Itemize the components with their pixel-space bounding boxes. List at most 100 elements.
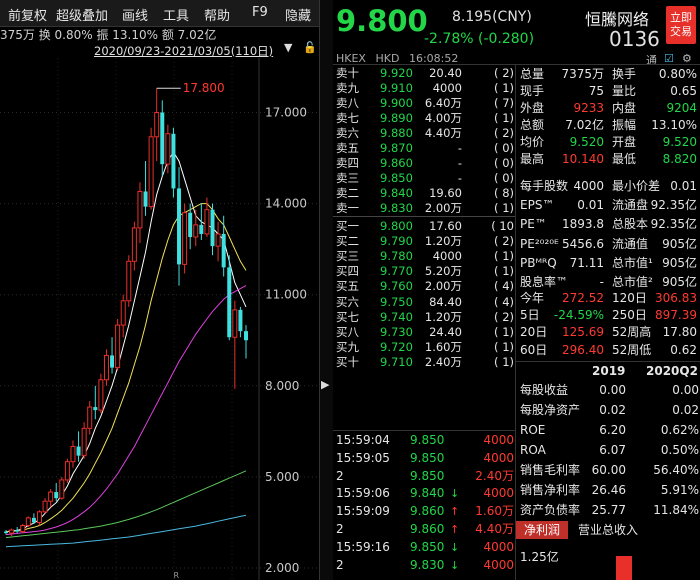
ask-row[interactable]: 卖八 9.900 6.40万 ( 7) <box>336 96 516 111</box>
bid-row[interactable]: 买六 9.750 84.40 ( 4) <box>336 295 516 310</box>
stat-row: 5日 -24.59% 250日 897.39 <box>520 307 700 324</box>
stat-value: 92.35亿 <box>650 198 697 213</box>
bid-row[interactable]: 买四 9.770 5.20万 ( 1) <box>336 264 516 279</box>
trade-button[interactable]: 立即交易 <box>666 6 696 44</box>
net-profit-value: 1.25亿 <box>520 550 559 564</box>
stat-value: 4000 <box>573 179 604 193</box>
tab-revenue[interactable]: 营业总收入 <box>578 523 639 537</box>
trade-time: 15:59:16 <box>336 539 390 554</box>
candle <box>143 161 148 216</box>
stat-row: 60日 296.40 52周低 0.62 <box>520 342 700 359</box>
menu-f9[interactable]: F9 <box>252 5 268 20</box>
level-price: 9.850 <box>380 171 413 185</box>
ask-row[interactable]: 卖五 9.870 - ( 0) <box>336 141 516 156</box>
fin-value-2020q2: 0.02 <box>672 403 699 417</box>
level-volume: 5.20万 <box>424 264 462 279</box>
candle-body <box>59 479 65 499</box>
settings-icon[interactable]: ⚙ <box>682 52 692 65</box>
ma-line-ma20 <box>5 285 247 536</box>
panel-divider <box>319 0 333 580</box>
trade-price: 9.860 <box>410 504 445 519</box>
trade-volume: 4000 <box>483 557 514 572</box>
candle <box>137 182 143 244</box>
level-volume: 4.00万 <box>424 111 462 125</box>
bid-row[interactable]: 买二 9.790 1.20万 ( 2) <box>336 234 516 249</box>
level-volume: - <box>457 171 462 185</box>
ask-row[interactable]: 卖十 9.920 20.40 ( 2) <box>336 66 516 81</box>
ask-row[interactable]: 卖一 9.830 2.00万 ( 1) <box>336 201 516 216</box>
fin-label: ROA <box>520 443 546 457</box>
menu-adjust[interactable]: 前复权 <box>8 9 48 24</box>
level-count: ( 7) <box>494 96 514 110</box>
stat-label: 总股本 <box>612 217 649 232</box>
menu-help[interactable]: 帮助 <box>204 9 231 24</box>
menu-hide[interactable]: 隐藏 <box>285 9 312 24</box>
level-label: 卖六 <box>336 126 359 140</box>
ask-row[interactable]: 卖三 9.850 - ( 0) <box>336 171 516 186</box>
ask-row[interactable]: 卖四 9.860 - ( 0) <box>336 156 516 171</box>
trade-direction-icon: ↑ <box>450 505 460 519</box>
stat-value: 5456.6 <box>562 236 604 251</box>
bid-row[interactable]: 买十 9.710 2.40万 ( 1) <box>336 355 516 370</box>
bid-row[interactable]: 买七 9.740 1.20万 ( 2) <box>336 310 516 325</box>
trade-price: 9.850 <box>410 450 445 465</box>
fin-value-2020q2: 0.00 <box>672 383 699 397</box>
trade-volume: 4000 <box>483 539 514 554</box>
trade-price: 9.830 <box>410 557 445 572</box>
ask-row[interactable]: 卖九 9.910 4000 ( 1) <box>336 81 516 96</box>
divider <box>333 216 515 217</box>
level-label: 卖十 <box>336 66 359 80</box>
candle-body <box>238 309 243 332</box>
tool-tong[interactable]: 通 <box>646 54 657 67</box>
level-price: 9.860 <box>380 156 413 170</box>
stat-label: 流通值 <box>612 236 649 251</box>
bid-row[interactable]: 买一 9.800 17.60 ( 10 <box>336 219 516 234</box>
stat-row: 今年 272.52 120日 306.83 <box>520 290 700 307</box>
dropdown-icon[interactable]: ▼ <box>284 41 293 54</box>
fin-value-2020q2: 0.50% <box>660 443 699 457</box>
level-label: 卖五 <box>336 141 359 155</box>
bid-row[interactable]: 买五 9.760 2.00万 ( 4) <box>336 279 516 294</box>
bid-row[interactable]: 买三 9.780 4000 ( 1) <box>336 249 516 264</box>
stat-row: 现手 75 量比 0.65 <box>520 83 700 100</box>
trade-row: 15:59:09 9.860 ↑ 1.60万 <box>336 503 516 520</box>
level-count: ( 2) <box>494 126 514 140</box>
level-volume: 17.60 <box>429 219 462 233</box>
stat-label: 开盘 <box>612 135 637 149</box>
bid-row[interactable]: 买九 9.720 1.60万 ( 1) <box>336 340 516 355</box>
candle-body <box>103 354 109 381</box>
menu-overlay[interactable]: 超级叠加 <box>56 9 109 24</box>
expand-arrow-icon[interactable]: ▶ <box>321 378 330 391</box>
level-price: 9.920 <box>380 66 413 80</box>
last-price: 9.800 <box>336 4 428 38</box>
date-range-label[interactable]: 2020/09/23-2021/03/05(110日) <box>94 44 274 58</box>
ask-row[interactable]: 卖二 9.840 19.60 ( 8) <box>336 186 516 201</box>
stat-label: 今年 <box>520 291 545 305</box>
stock-code: 0136 <box>609 27 660 51</box>
menu-draw[interactable]: 画线 <box>122 9 149 24</box>
menu-tools[interactable]: 工具 <box>163 9 190 24</box>
trade-price: 9.860 <box>410 522 445 536</box>
fin-row: 销售净利率 26.46 5.91% <box>520 480 700 500</box>
stat-value: 71.11 <box>569 255 604 270</box>
level-volume: 4000 <box>432 249 462 264</box>
tab-net-profit[interactable]: 净利润 <box>516 521 568 539</box>
y-tick-label: 17.000 <box>265 106 307 120</box>
divider <box>515 361 700 362</box>
ask-row[interactable]: 卖七 9.890 4.00万 ( 1) <box>336 111 516 126</box>
trade-volume: 2.40万 <box>475 468 514 483</box>
candle-body <box>9 529 15 534</box>
fin-row: 每股净资产 0.02 0.02 <box>520 400 700 420</box>
bid-row[interactable]: 买八 9.730 24.40 ( 1) <box>336 325 516 340</box>
checkbox-icon[interactable]: ☑ <box>664 52 674 65</box>
trade-row: 2 9.850 2.40万 <box>336 468 516 485</box>
stat-label: PE™ <box>520 217 547 232</box>
stat-label: 总量 <box>520 67 545 81</box>
stat-row: 总量 7375万 换手 0.80% <box>520 66 700 83</box>
level-label: 买九 <box>336 339 359 354</box>
ask-row[interactable]: 卖六 9.880 4.40万 ( 2) <box>336 126 516 141</box>
lock-icon[interactable]: 🔓 <box>303 41 317 54</box>
divider <box>333 64 700 65</box>
stat-row: 每手股数 4000 最小价差 0.01 <box>520 178 700 195</box>
candle-body <box>143 191 148 207</box>
